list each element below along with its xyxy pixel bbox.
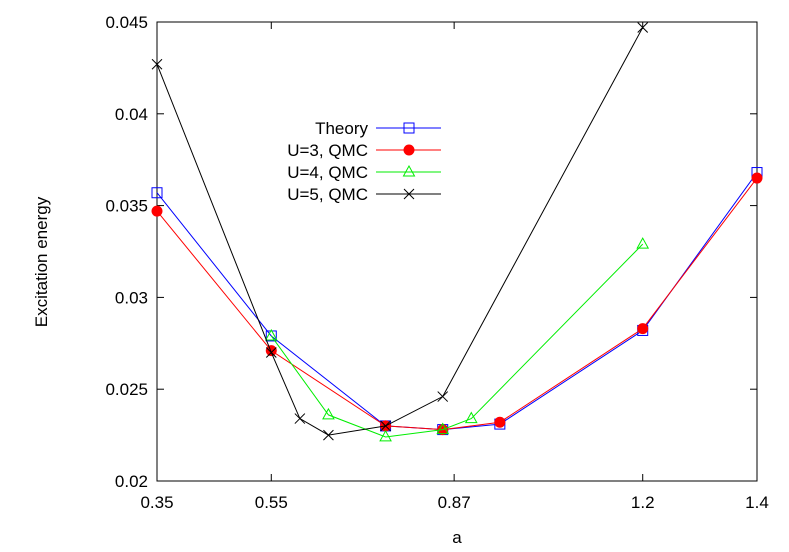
circle-marker xyxy=(751,172,763,184)
legend-item: U=3, QMC xyxy=(287,141,441,160)
legend-label: U=5, QMC xyxy=(287,185,368,204)
circle-marker xyxy=(494,416,506,428)
x-tick-label: 0.55 xyxy=(255,493,288,512)
x-marker xyxy=(294,413,306,424)
legend-label: U=4, QMC xyxy=(287,163,368,182)
triangle-marker xyxy=(264,328,278,341)
y-tick-label: 0.045 xyxy=(105,13,148,32)
x-marker xyxy=(637,22,649,33)
series-4 xyxy=(151,22,649,441)
series-layer xyxy=(151,22,763,442)
x-tick-label: 1.4 xyxy=(745,493,769,512)
legend: Theory U=3, QMC U=4, QMC U=5, QMC xyxy=(287,119,441,204)
series-line xyxy=(270,243,644,438)
y-tick-label: 0.025 xyxy=(105,380,148,399)
y-tick-label: 0.02 xyxy=(115,472,148,491)
triangle-marker xyxy=(322,407,335,420)
x-marker xyxy=(380,420,391,432)
triangle-marker xyxy=(436,422,450,435)
x-marker xyxy=(265,347,277,358)
legend-label: Theory xyxy=(315,119,368,138)
series-line xyxy=(156,27,644,436)
x-tick-label: 1.2 xyxy=(631,493,655,512)
legend-item: U=5, QMC xyxy=(287,185,441,204)
x-axis-title: a xyxy=(452,528,462,547)
triangle-marker xyxy=(402,164,416,177)
circle-marker xyxy=(265,345,277,357)
y-axis-title: Excitation energy xyxy=(32,196,51,327)
x-tick-label: 0.87 xyxy=(438,493,471,512)
triangle-marker xyxy=(379,429,392,442)
series-1 xyxy=(151,167,763,436)
x-marker xyxy=(403,188,415,200)
plot-frame xyxy=(156,21,758,482)
axis-ticks: 0.35 0.55 0.87 1.2 1.4 0.02 0.025 0.03 0.035 0.04… xyxy=(105,13,768,512)
triangle-marker xyxy=(464,411,478,424)
series-line xyxy=(156,177,758,431)
triangle-marker xyxy=(636,237,650,249)
circle-marker xyxy=(637,323,649,335)
series-2 xyxy=(151,172,763,436)
series-line xyxy=(156,172,758,431)
x-tick-label: 0.35 xyxy=(140,493,173,512)
legend-item: Theory xyxy=(315,119,441,138)
square-marker xyxy=(151,187,163,199)
x-marker xyxy=(151,58,163,70)
series-3 xyxy=(264,237,650,442)
y-tick-label: 0.035 xyxy=(105,197,148,216)
square-marker xyxy=(403,122,415,134)
y-tick-label: 0.03 xyxy=(115,288,148,307)
circle-marker xyxy=(151,205,163,217)
legend-item: U=4, QMC xyxy=(287,163,441,182)
x-marker xyxy=(437,391,449,402)
circle-marker xyxy=(403,144,415,156)
y-tick-label: 0.04 xyxy=(115,105,148,124)
legend-label: U=3, QMC xyxy=(287,141,368,160)
x-marker xyxy=(323,429,334,441)
